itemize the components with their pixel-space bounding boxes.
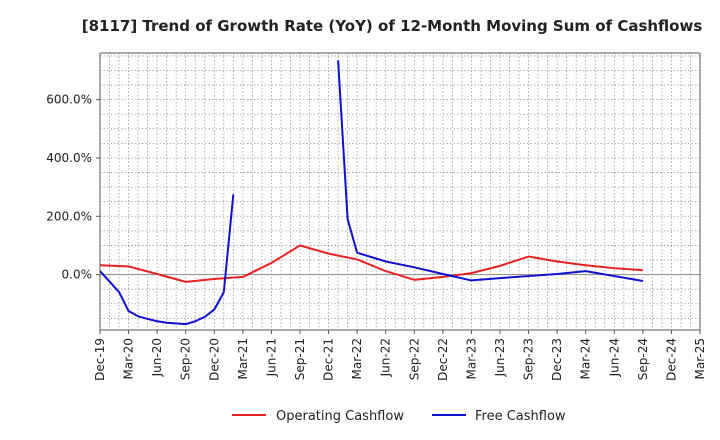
x-tick-label: Sep-23 <box>522 338 536 380</box>
x-tick-label: Mar-20 <box>122 338 136 379</box>
chart-title: [8117] Trend of Growth Rate (YoY) of 12-… <box>82 17 703 35</box>
x-tick-label: Mar-22 <box>350 338 364 379</box>
plot-area-frame <box>99 52 701 331</box>
x-tick-label: Dec-19 <box>93 338 107 381</box>
x-tick-label: Jun-23 <box>493 338 507 377</box>
x-tick-label: Jun-20 <box>150 338 164 377</box>
legend-label: Free Cashflow <box>475 409 566 424</box>
y-tick-label: 400.0% <box>46 151 92 165</box>
series-line-operating-cashflow <box>99 244 643 283</box>
series-lines <box>99 60 644 326</box>
x-tick-label: Mar-24 <box>579 338 593 379</box>
x-tick-label: Dec-22 <box>436 338 450 381</box>
x-tick-label: Jun-21 <box>264 338 278 377</box>
axes: 0.0% 200.0% 400.0% 600.0% Dec-19 Mar-20 Jun-20… <box>46 93 707 381</box>
x-tick-label: Dec-24 <box>664 338 678 381</box>
x-tick-label: Jun-24 <box>607 338 621 377</box>
plot-area-background <box>100 53 700 330</box>
x-tick-label: Jun-22 <box>379 338 393 377</box>
legend: Operating Cashflow Free Cashflow <box>232 409 566 424</box>
series-line-free-cashflow <box>337 60 644 282</box>
x-tick-label: Dec-21 <box>322 338 336 381</box>
y-tick-label: 600.0% <box>46 93 92 107</box>
x-tick-label: Sep-21 <box>293 338 307 380</box>
x-tick-label: Sep-24 <box>636 338 650 380</box>
x-tick-label: Dec-23 <box>550 338 564 381</box>
grid <box>100 53 700 330</box>
legend-label: Operating Cashflow <box>276 409 404 424</box>
x-tick-label: Mar-25 <box>693 338 707 379</box>
y-tick-label: 200.0% <box>46 209 92 223</box>
x-tick-label: Mar-23 <box>464 338 478 379</box>
y-tick-label: 0.0% <box>62 268 93 282</box>
x-tick-label: Dec-20 <box>207 338 221 381</box>
x-tick-label: Mar-21 <box>236 338 250 379</box>
x-tick-label: Sep-20 <box>179 338 193 380</box>
series-line-free-cashflow <box>99 194 235 326</box>
x-tick-label: Sep-22 <box>407 338 421 380</box>
